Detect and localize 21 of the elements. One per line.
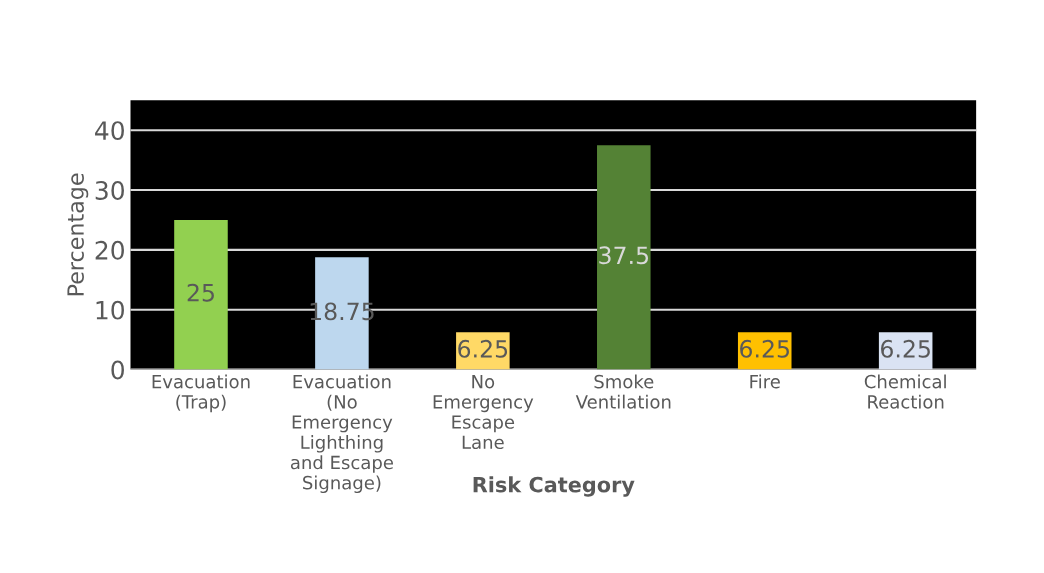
x-axis-title: Risk Category <box>473 476 635 497</box>
x-tick-label: Evacuation (Trap) <box>152 374 250 413</box>
data-label: 37.5 <box>599 246 649 265</box>
data-label: 18.75 <box>310 302 374 321</box>
data-label: 6.25 <box>881 339 930 358</box>
x-tick-label: Fire <box>750 374 780 389</box>
data-label: 6.25 <box>458 339 508 358</box>
y-tick-label: 0 <box>111 360 124 380</box>
y-tick-label: 20 <box>95 240 124 260</box>
y-tick-label: 30 <box>95 180 124 200</box>
bar <box>597 145 651 370</box>
data-label: 25 <box>187 283 214 302</box>
y-tick-label: 10 <box>96 300 124 320</box>
x-tick-label: No Emergency Escape Lane <box>433 375 534 450</box>
y-tick-label: 40 <box>95 121 124 141</box>
y-axis-title: Percentage <box>67 173 89 296</box>
data-label: 6.25 <box>740 339 789 358</box>
bar <box>174 219 228 370</box>
x-tick-label: Chemical Reaction <box>864 374 946 409</box>
x-tick-label: Smoke Ventilation <box>575 374 671 409</box>
x-tick-label: Evacuation (No Emergency Lighthing and Escape Signage) <box>290 374 393 494</box>
